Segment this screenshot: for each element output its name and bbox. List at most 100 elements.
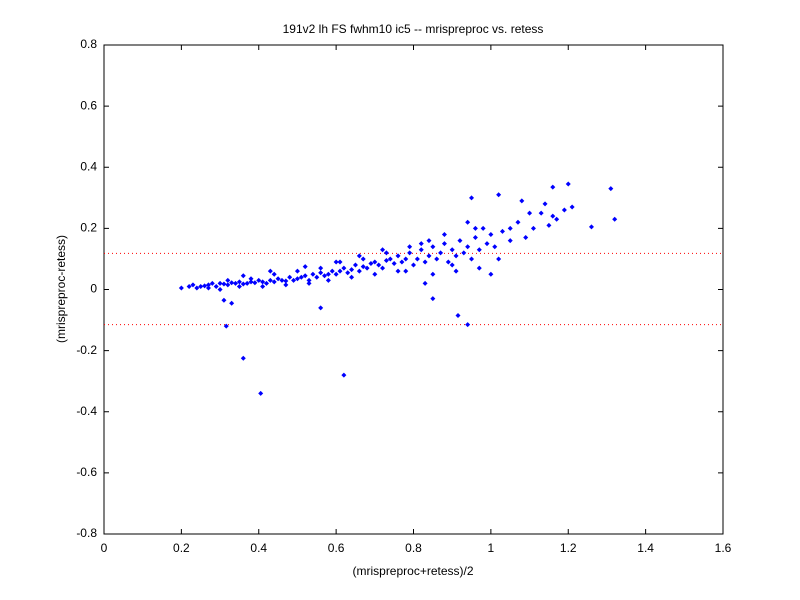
point: [310, 271, 316, 277]
point: [461, 250, 467, 256]
point: [217, 280, 223, 286]
point: [271, 279, 277, 285]
point: [372, 259, 378, 265]
point: [337, 268, 343, 274]
point: [445, 259, 451, 265]
point: [418, 241, 424, 247]
point: [492, 244, 498, 250]
point: [356, 253, 362, 259]
point: [314, 274, 320, 280]
point: [283, 278, 289, 284]
point: [565, 181, 571, 187]
point: [209, 280, 215, 286]
point: [519, 198, 525, 204]
point: [380, 265, 386, 271]
point: [569, 204, 575, 210]
y-tick-label: -0.4: [76, 404, 97, 418]
point: [240, 273, 246, 279]
y-axis-label: (mrispreproc-retess): [54, 235, 68, 343]
y-tick-label: 0.6: [80, 98, 97, 112]
point: [223, 323, 229, 329]
point: [588, 224, 594, 230]
point: [325, 277, 331, 283]
x-tick-label: 0.8: [405, 541, 422, 555]
point: [217, 287, 223, 292]
point: [345, 270, 351, 276]
point: [225, 282, 231, 288]
point: [291, 277, 297, 283]
point: [608, 186, 614, 192]
point: [472, 225, 478, 231]
point: [318, 270, 324, 276]
point: [530, 225, 536, 231]
point: [430, 296, 436, 302]
point: [527, 210, 533, 216]
point: [561, 207, 567, 213]
point: [364, 265, 370, 271]
point: [349, 274, 355, 280]
point: [190, 282, 196, 288]
point: [352, 262, 358, 268]
point: [476, 247, 482, 253]
point: [441, 241, 447, 247]
x-tick-label: 0.4: [250, 541, 267, 555]
point: [225, 277, 231, 283]
point: [372, 271, 378, 277]
y-tick-label: -0.8: [76, 526, 97, 540]
point: [453, 268, 459, 274]
x-tick-label: 1: [488, 541, 495, 555]
point: [403, 256, 409, 262]
x-tick-label: 1.6: [715, 541, 732, 555]
point: [414, 256, 420, 262]
point: [465, 322, 471, 328]
point: [263, 280, 269, 286]
y-tick-label: 0.2: [80, 221, 97, 235]
x-axis-label: (mrispreproc+retess)/2: [352, 564, 473, 578]
point: [399, 259, 405, 265]
x-tick-label: 1.4: [637, 541, 654, 555]
point: [240, 281, 246, 287]
point: [256, 277, 262, 283]
point: [507, 225, 513, 231]
point: [287, 274, 293, 280]
chart-title: 191v2 lh FS fwhm10 ic5 -- mrispreproc vs…: [283, 22, 544, 36]
point: [306, 277, 312, 283]
point: [213, 283, 219, 289]
point: [422, 280, 428, 286]
point: [430, 244, 436, 250]
point: [434, 256, 440, 262]
point: [387, 256, 393, 262]
point: [472, 235, 478, 241]
point: [258, 390, 264, 396]
point: [244, 280, 250, 286]
x-tick-label: 0.2: [173, 541, 190, 555]
point: [178, 285, 184, 291]
point: [499, 228, 505, 234]
point: [488, 231, 494, 237]
point: [325, 271, 331, 277]
point: [294, 276, 300, 282]
point: [333, 271, 339, 277]
point: [202, 283, 208, 289]
point: [333, 259, 339, 265]
point: [341, 372, 347, 378]
point: [455, 312, 461, 318]
point: [306, 280, 312, 286]
point: [240, 355, 246, 361]
point: [298, 274, 304, 280]
point: [484, 241, 490, 247]
point: [360, 256, 366, 262]
point: [546, 222, 552, 228]
point: [236, 283, 242, 289]
point: [252, 280, 258, 286]
point: [260, 279, 266, 285]
point: [469, 195, 475, 201]
point: [515, 219, 521, 225]
y-tick-label: 0.4: [80, 159, 97, 173]
point: [438, 250, 444, 256]
point: [341, 265, 347, 271]
point: [275, 276, 281, 282]
point: [391, 261, 397, 267]
point: [507, 238, 513, 244]
